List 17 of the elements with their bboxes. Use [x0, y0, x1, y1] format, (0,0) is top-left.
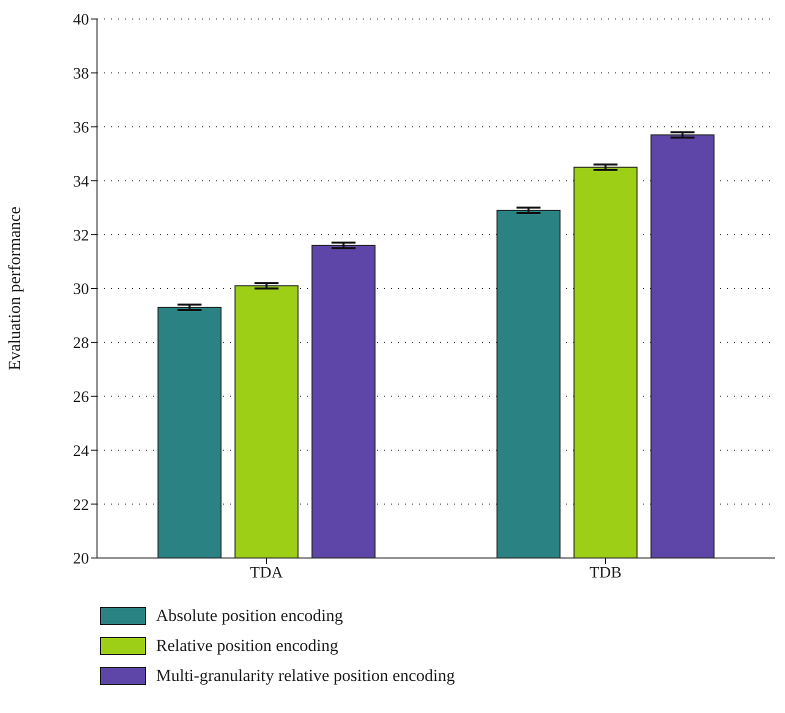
y-tick-label: 26: [73, 388, 89, 406]
y-tick-label: 38: [73, 66, 89, 83]
y-tick-label: 34: [73, 173, 89, 190]
y-axis-title: Evaluation performance: [5, 206, 24, 370]
legend-label: Multi-granularity relative position encoding: [156, 666, 455, 686]
legend-label: Relative position encoding: [156, 636, 338, 656]
y-tick-label: 28: [73, 335, 89, 352]
y-tick-label: 24: [73, 442, 89, 460]
y-tick-label: 36: [73, 119, 89, 136]
y-tick-label: 32: [73, 227, 89, 244]
y-tick-label: 40: [73, 12, 89, 29]
x-tick-label: TDA: [250, 564, 284, 582]
legend-label: Absolute position encoding: [156, 606, 343, 626]
x-tick-label: TDB: [590, 564, 622, 582]
y-tick-label: 20: [73, 550, 89, 568]
y-tick-label: 30: [73, 281, 89, 298]
y-tick-label: 22: [73, 496, 89, 514]
